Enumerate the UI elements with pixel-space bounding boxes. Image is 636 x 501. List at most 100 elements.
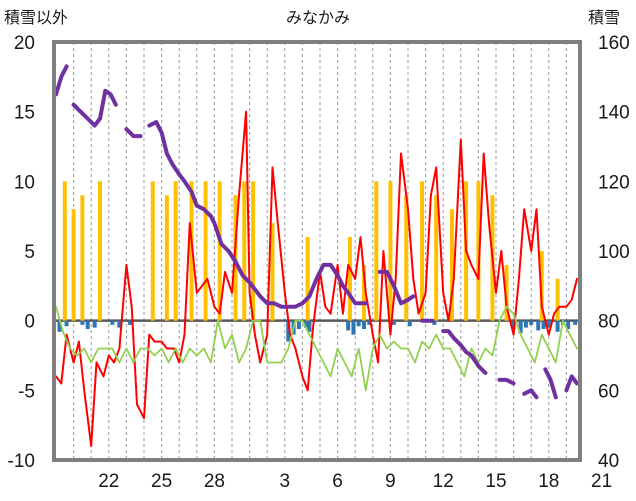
x-tick-label: 12 [433,471,454,492]
precipitation-bar [573,320,578,325]
precipitation-bar [307,320,312,332]
precipitation-bar [80,320,85,325]
precipitation-bar [303,320,308,328]
sunshine-bar [173,181,178,321]
right-tick-label: 60 [598,381,619,402]
x-tick-label: 6 [332,471,343,492]
precipitation-bar [346,320,351,331]
precipitation-bar [566,320,571,330]
sunshine-bar [504,264,509,321]
snow_depth-line [564,374,579,393]
sunshine-bar [539,251,544,321]
sunshine-bar [305,237,310,321]
sunshine-bar [98,181,102,321]
max_temp-line [55,110,578,448]
precipitation-bar [546,320,551,328]
sunshine-bar [270,223,275,321]
sunshine-bar [217,181,222,321]
sunshine-bar [362,264,366,321]
snow_depth-line [377,269,416,306]
sunshine-bar [434,195,439,321]
line-series [54,64,579,448]
right-tick-label: 80 [598,312,619,333]
precipitation-bar [57,320,62,332]
x-tick-label: 15 [485,471,506,492]
precipitation-bar [367,320,372,325]
frame-border [52,40,582,462]
right-tick-label: 160 [598,33,630,54]
sunshine-bar [388,181,393,321]
precipitation-bar [541,320,546,330]
snow_depth-line [147,120,368,309]
precipitation-bar [296,320,301,330]
x-tick-label: 9 [385,471,396,492]
precipitation-bar [529,320,534,325]
precipitation-bar [407,320,412,327]
right-tick-label: 40 [598,451,619,472]
precipitation-bar [356,320,361,327]
precipitation-bar [536,320,541,331]
sunshine-bar [150,181,155,321]
sunshine-bar [203,181,208,321]
left-tick-label: 0 [24,312,35,333]
chart-title: みなかみ [286,8,350,27]
snow_depth-line [124,127,143,139]
sunshine-bar [404,195,409,321]
precipitation-bar [351,320,356,335]
left-tick-labels: 20 15 10 5 0 -5 -10 [8,33,35,472]
bar-series [57,181,578,342]
gridlines [73,42,567,460]
sunshine-bar [164,195,169,321]
right-tick-label: 120 [598,172,630,193]
precipitation-bar [523,320,528,328]
precipitation-bar [286,320,291,342]
sunshine-bar [251,181,256,321]
min_temp-line [55,305,578,392]
left-tick-label: 10 [14,172,35,193]
precipitation-bar [64,320,69,327]
x-tick-label: 3 [280,471,291,492]
precipitation-bar [127,320,132,325]
sunshine-bar [347,237,352,321]
right-axis-title: 積雪 [588,8,620,27]
sunshine-bar [374,181,379,321]
plot-frame [52,40,582,462]
snow_depth-line [522,388,539,400]
sunshine-bar [242,181,247,321]
x-tick-label: 21 [591,471,612,492]
precipitation-bar [391,320,396,325]
sunshine-bar [62,181,67,321]
sunshine-bar [189,181,194,321]
precipitation-bar [110,320,115,325]
sunshine-bar [71,209,76,321]
left-tick-label: 5 [24,242,35,263]
precipitation-bar [92,320,97,328]
sunshine-bar [450,209,454,321]
x-tick-label: 28 [204,471,225,492]
x-tick-label: 18 [538,471,559,492]
precipitation-bar [117,320,122,328]
right-tick-label: 100 [598,242,630,263]
precipitation-bar [85,320,90,330]
sunshine-bar [555,278,560,321]
snow_depth-line [441,329,488,375]
sunshine-bar [80,195,85,321]
snow_depth-line [71,88,118,128]
snow_depth-line [543,367,558,400]
precipitation-bar [432,320,437,325]
snow_depth-line [497,377,516,386]
sunshine-bar [476,181,481,321]
left-tick-label: 20 [14,33,35,54]
x-tick-labels: 22 25 28 3 6 9 12 15 18 21 [98,471,612,492]
right-tick-labels: 160 140 120 100 80 60 40 [598,33,630,472]
left-tick-label: 15 [14,103,35,124]
right-tick-label: 140 [598,103,630,124]
precipitation-bar [518,320,523,334]
sunshine-bar [420,181,425,321]
left-tick-label: -5 [18,381,35,402]
x-tick-label: 22 [98,471,119,492]
precipitation-bar [555,320,560,332]
precipitation-bar [362,320,366,330]
left-axis-title: 積雪以外 [4,8,68,27]
